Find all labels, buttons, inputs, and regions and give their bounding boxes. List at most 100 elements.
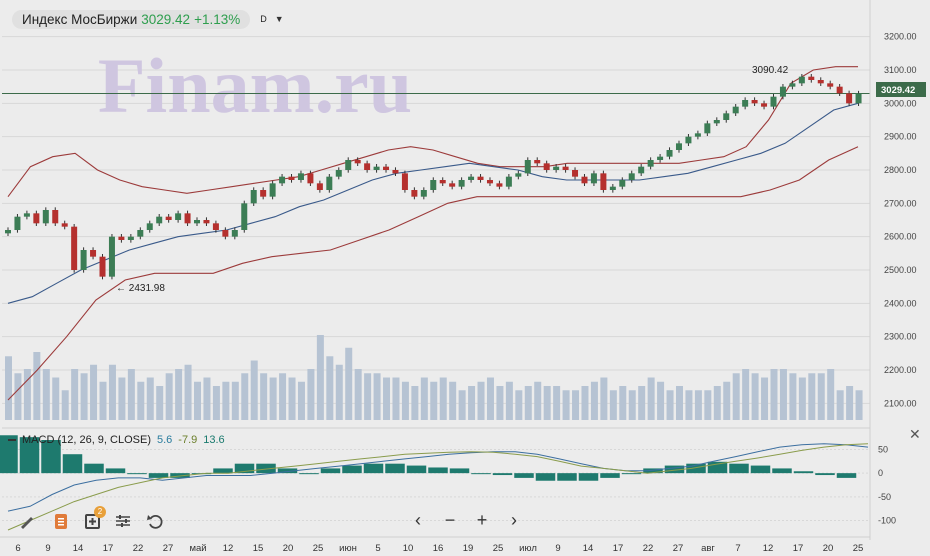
signal-line (7, 443, 869, 531)
close-icon[interactable]: ✕ (909, 426, 921, 442)
zoom-out-button[interactable]: − (444, 510, 456, 530)
volume-bar (496, 386, 504, 420)
candle-body (685, 136, 692, 144)
candle-body (269, 183, 276, 197)
volume-bar (71, 369, 79, 420)
volume-bar (222, 381, 230, 420)
candle-body (855, 93, 862, 104)
macd-histogram-bar (406, 465, 427, 474)
candle-body (165, 216, 172, 220)
volume-bar (269, 377, 277, 420)
volume-bar (231, 381, 239, 420)
volume-bar (855, 390, 863, 420)
candle-body (477, 176, 484, 180)
x-tick-label: 14 (583, 543, 594, 554)
x-tick-label: 25 (313, 543, 324, 554)
y-tick-label: 2500.00 (884, 265, 917, 275)
macd-histogram-bar (449, 468, 470, 474)
volume-bar (751, 373, 759, 420)
volume-bar (392, 377, 400, 420)
candle-body (231, 230, 238, 237)
x-tick-label: 10 (403, 543, 414, 554)
candle-body (836, 86, 843, 94)
bollinger-bands (2, 66, 870, 401)
pencil-icon[interactable] (16, 510, 38, 532)
volume-bar (798, 377, 806, 420)
zoom-in-button[interactable]: + (476, 510, 488, 530)
candle-body (486, 180, 493, 184)
x-tick-label: 12 (763, 543, 774, 554)
macd-histogram-bar (213, 468, 233, 474)
volume-bar (184, 364, 192, 420)
histogram-value: 13.6 (203, 434, 225, 446)
macd-header: MACD (12, 26, 9, CLOSE) 5.6 -7.9 13.6 (8, 434, 225, 446)
scroll-left-button[interactable]: ‹ (415, 510, 421, 530)
candle-body (468, 176, 475, 180)
volume-bar (250, 360, 258, 420)
candle-body (675, 143, 682, 150)
y-tick-label: 3200.00 (884, 32, 917, 42)
volume-bar (80, 373, 88, 420)
x-tick-label: 12 (223, 543, 234, 554)
candle-body (146, 223, 153, 230)
volume-bar (52, 377, 60, 420)
macd-histogram-bar (320, 468, 341, 474)
volume-bar (590, 381, 598, 420)
candle-body (241, 203, 248, 230)
volume-bar (704, 390, 712, 420)
x-tick-label: 15 (253, 543, 264, 554)
timeframe-selector[interactable]: D (260, 14, 267, 24)
volume-bar (694, 390, 702, 420)
x-tick-label: 6 (15, 543, 20, 554)
x-tick-label: 14 (73, 543, 84, 554)
candle-body (590, 173, 597, 184)
volume-bar (808, 373, 816, 420)
volume-bar (524, 386, 532, 420)
macd-histogram-bar (84, 463, 104, 474)
notes-icon[interactable] (50, 510, 72, 532)
macd-histogram-bar (621, 473, 642, 475)
candle-body (543, 163, 550, 170)
candle-body (90, 250, 97, 257)
candle-body (600, 173, 607, 190)
volume-bar (288, 377, 296, 420)
macd-histogram-bar (299, 473, 319, 475)
volume-bar (127, 369, 135, 420)
settings-icon[interactable] (112, 510, 134, 532)
macd-histogram-bar (0, 435, 18, 474)
scroll-right-button[interactable]: › (511, 510, 517, 530)
x-tick-label: 17 (103, 543, 114, 554)
candle-body (14, 216, 21, 230)
x-tick-label: 9 (555, 543, 560, 554)
volume-bar (146, 377, 154, 420)
chevron-down-icon[interactable]: ▼ (274, 14, 284, 24)
low-annotation: ← 2431.98 (116, 283, 165, 294)
x-tick-label: 22 (133, 543, 144, 554)
instrument-pill[interactable]: Индекс МосБиржи 3029.42 +1.13% (12, 9, 251, 29)
volume-bar (732, 373, 740, 420)
volume-bar (383, 377, 391, 420)
volume-bar (430, 381, 438, 420)
lower-band (7, 146, 859, 401)
candle-body (80, 250, 87, 270)
volume-bar (364, 373, 372, 420)
candle-body (647, 160, 654, 167)
volume-bar (203, 377, 211, 420)
candle-body (704, 123, 711, 134)
macd-histogram-bar (277, 468, 298, 474)
volume-bar (354, 369, 362, 420)
macd-histogram-bar (686, 463, 706, 474)
volume-bar (316, 335, 324, 420)
add-indicator-icon[interactable] (82, 510, 104, 532)
candle-body (345, 160, 352, 170)
macd-histogram-bar (793, 471, 814, 474)
candle-body (392, 170, 399, 174)
y-tick-label: 2600.00 (884, 232, 917, 242)
candle-body (250, 190, 257, 204)
volume-bar (553, 386, 561, 420)
undo-icon[interactable] (144, 510, 166, 532)
y-tick-label: 2200.00 (884, 365, 917, 375)
candle-body (496, 183, 503, 187)
volume-bar (685, 390, 693, 420)
